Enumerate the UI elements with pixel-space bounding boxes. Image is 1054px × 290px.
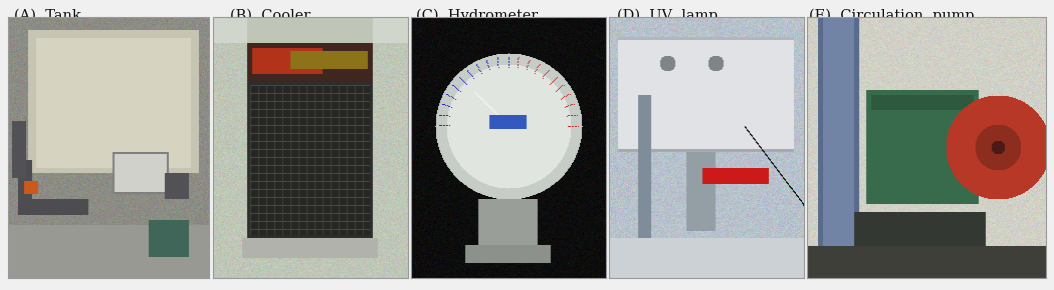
Text: (A)  Tank: (A) Tank [14, 9, 81, 23]
Text: (D)  UV  lamp: (D) UV lamp [617, 9, 718, 23]
Text: (E)  Circulation  pump: (E) Circulation pump [809, 9, 975, 23]
Text: (B)  Cooler: (B) Cooler [230, 9, 310, 23]
Text: (C)  Hydrometer: (C) Hydrometer [416, 9, 539, 23]
